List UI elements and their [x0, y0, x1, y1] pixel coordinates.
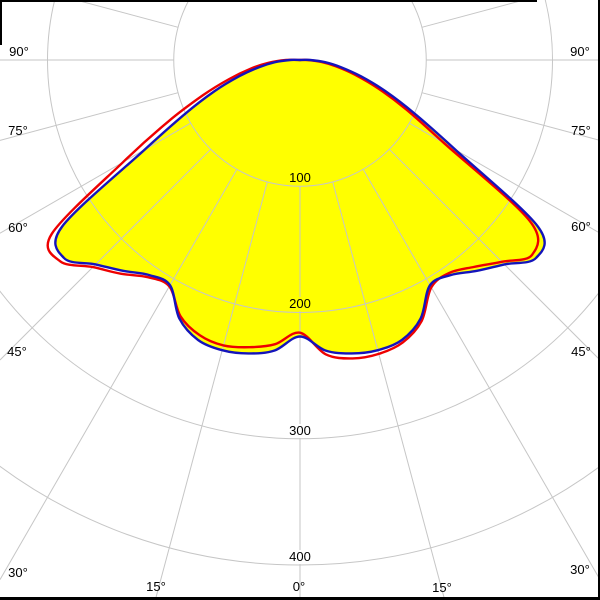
grid-angle-line-15: [332, 181, 446, 600]
ring-value-label: 400: [288, 549, 312, 564]
grid-angle-line--30: [0, 169, 238, 580]
red-curve: [46, 58, 540, 360]
grid-angle-line--75: [0, 92, 179, 141]
grid-angle-line--45: [0, 148, 212, 361]
grid-angle-line-75: [421, 92, 600, 141]
angle-label: 60°: [571, 219, 591, 234]
ring-value-label: 300: [288, 423, 312, 438]
angle-label: 75°: [571, 123, 591, 138]
angle-label: 90°: [9, 44, 29, 59]
angle-label: 90°: [570, 44, 590, 59]
ring-value-label: 100: [288, 170, 312, 185]
grid-angle-line-45: [388, 148, 600, 361]
border-segment-1: [0, 0, 2, 45]
border-segment-2: [598, 0, 600, 600]
angle-label: 15°: [146, 579, 166, 594]
angle-label: 75°: [8, 123, 28, 138]
angle-label: 60°: [8, 220, 28, 235]
grid-angle-line--60: [0, 122, 191, 234]
angle-label: 45°: [571, 344, 591, 359]
grid-angle-line--105: [75, 0, 179, 28]
grid-angle-line--15: [154, 181, 268, 600]
angle-label: 15°: [432, 580, 452, 595]
angle-label: 0°: [292, 579, 306, 594]
blue-curve: [54, 58, 546, 355]
grid-angle-line-105: [421, 0, 525, 28]
angle-label: 30°: [570, 562, 590, 577]
border-segment-0: [0, 0, 537, 2]
border-segment-3: [0, 597, 600, 600]
ring-value-label: 200: [288, 296, 312, 311]
grid-angle-line-30: [362, 169, 600, 580]
angle-label: 45°: [7, 344, 27, 359]
angle-label: 30°: [8, 565, 28, 580]
